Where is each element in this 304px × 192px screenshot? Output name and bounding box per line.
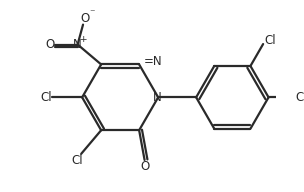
Text: O: O: [141, 160, 150, 173]
Text: Cl: Cl: [71, 154, 83, 167]
Text: O: O: [45, 38, 54, 51]
Text: O: O: [80, 12, 89, 25]
Text: ⁻: ⁻: [89, 9, 95, 19]
Text: +: +: [79, 35, 87, 44]
Text: N: N: [153, 91, 162, 104]
Text: Cl: Cl: [295, 91, 304, 104]
Text: =N: =N: [143, 55, 162, 68]
Text: Cl: Cl: [264, 34, 276, 47]
Text: N: N: [73, 38, 82, 51]
Text: Cl: Cl: [40, 91, 52, 104]
